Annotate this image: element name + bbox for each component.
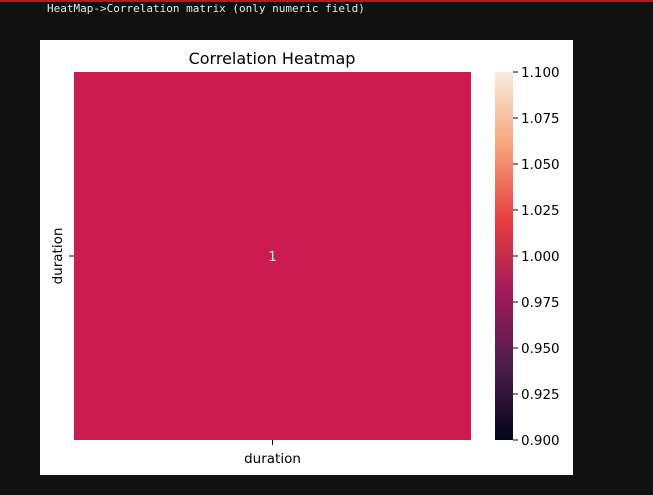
colorbar-tick-label: 0.925 xyxy=(521,387,560,403)
colorbar-tick-label: 1.100 xyxy=(521,65,560,81)
output-caption: HeatMap->Correlation matrix (only numeri… xyxy=(47,2,365,15)
x-tick-label: duration xyxy=(244,451,301,467)
heatmap-cell xyxy=(74,72,471,440)
colorbar-tick-label: 0.900 xyxy=(521,433,560,449)
heatmap-chart: Correlation Heatmap 1 duration duration … xyxy=(50,49,560,467)
colorbar-tick-label: 1.050 xyxy=(521,157,560,173)
colorbar-tick-label: 1.075 xyxy=(521,111,560,127)
colorbar-axis: 1.100 1.075 1.050 1.025 1.000 0.975 0.950 0.925… xyxy=(513,65,560,449)
chart-title: Correlation Heatmap xyxy=(189,49,356,68)
colorbar xyxy=(495,72,513,440)
chart-figure: Correlation Heatmap 1 duration duration … xyxy=(40,40,573,475)
y-tick-label: duration xyxy=(50,228,66,285)
colorbar-tick-label: 0.950 xyxy=(521,341,560,357)
x-axis: duration xyxy=(244,440,301,467)
heatmap-cells: 1 xyxy=(74,72,471,440)
y-axis: duration xyxy=(50,228,74,285)
colorbar-tick-label: 0.975 xyxy=(521,295,560,311)
cell-annotation: 1 xyxy=(268,250,276,265)
top-border xyxy=(0,0,653,2)
colorbar-tick-label: 1.025 xyxy=(521,203,560,219)
colorbar-tick-label: 1.000 xyxy=(521,249,560,265)
